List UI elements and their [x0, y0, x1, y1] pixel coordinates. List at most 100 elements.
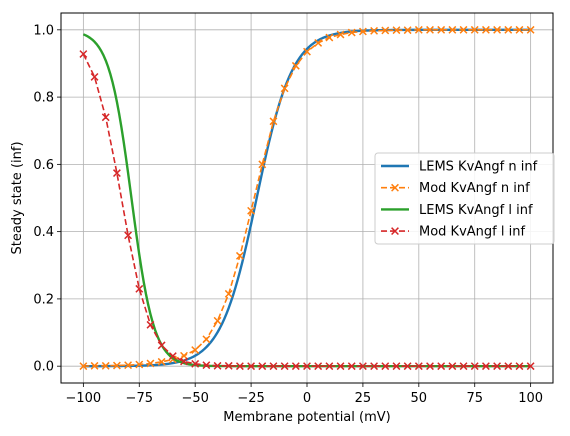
series-point — [414, 25, 423, 34]
series-point — [112, 361, 121, 370]
series-point — [124, 231, 133, 240]
series-point — [90, 361, 99, 370]
series-point — [381, 362, 390, 371]
series-point — [459, 362, 468, 371]
legend-marker — [391, 227, 399, 236]
y-tick-label: 0.2 — [33, 292, 54, 307]
series-point — [370, 26, 379, 35]
series-point — [426, 362, 434, 371]
series-point — [157, 357, 166, 366]
x-tick-label: −100 — [66, 391, 102, 406]
series-mod-kvangf-l-inf — [79, 50, 535, 371]
x-tick-label: 75 — [466, 391, 483, 406]
series-point — [448, 25, 457, 34]
series-point — [515, 25, 524, 34]
x-tick-label: −50 — [181, 391, 208, 406]
x-tick-label: 25 — [355, 391, 372, 406]
series-point — [202, 361, 211, 370]
series-point — [124, 361, 133, 370]
series-point — [526, 362, 535, 371]
y-axis-label: Steady state (inf) — [10, 141, 25, 254]
legend-entry-label: Mod KvAngf l inf — [419, 225, 525, 240]
series-point — [213, 316, 222, 325]
series-point — [437, 25, 446, 34]
x-tick-label: 50 — [411, 391, 428, 406]
series-point — [90, 72, 99, 81]
series-point — [392, 26, 401, 35]
series-point — [325, 33, 334, 42]
legend: LEMS KvAngf n inf Mod KvAngf n inf LEMS Kv… — [374, 152, 555, 245]
series-point — [135, 360, 144, 369]
series-point — [381, 26, 390, 35]
series-point — [135, 284, 144, 293]
series-point — [392, 362, 401, 371]
series-point — [213, 361, 222, 370]
series-point — [493, 25, 502, 34]
series-point — [325, 362, 334, 371]
series-point — [403, 26, 412, 35]
legend-entry-label: Mod KvAngf n inf — [419, 181, 530, 196]
series-point — [504, 362, 513, 371]
series-point — [504, 25, 513, 34]
series-point — [280, 84, 289, 93]
series-point — [258, 362, 267, 371]
series-point — [101, 113, 110, 122]
series-point — [79, 50, 88, 58]
series-layer — [79, 25, 535, 371]
series-point — [403, 362, 412, 371]
series-point — [202, 335, 211, 344]
series-point — [224, 289, 233, 298]
series-point — [493, 362, 502, 371]
series-point — [314, 362, 323, 371]
series-point — [247, 362, 256, 371]
series-point — [280, 362, 289, 371]
series-point — [314, 39, 323, 47]
series-point — [235, 362, 244, 371]
series-point — [101, 361, 110, 370]
series-point — [448, 362, 457, 371]
series-point — [358, 27, 367, 36]
series-point — [235, 251, 244, 260]
series-point — [481, 362, 490, 371]
legend-marker — [391, 183, 399, 192]
series-point — [459, 25, 468, 34]
y-tick-label: 0.4 — [33, 225, 54, 240]
y-tick-label: 1.0 — [33, 23, 54, 38]
series-point — [224, 361, 233, 370]
series-point — [291, 61, 300, 70]
series-point — [358, 362, 367, 371]
legend-box — [374, 152, 555, 245]
x-axis-label: Membrane potential (mV) — [223, 410, 390, 425]
series-point — [291, 362, 300, 371]
series-point — [180, 357, 188, 366]
x-tick-label: −25 — [237, 391, 264, 406]
series-point — [157, 341, 166, 350]
y-tick-label: 0.0 — [33, 360, 54, 375]
series-point — [515, 362, 524, 371]
series-point — [146, 320, 155, 329]
series-point — [470, 25, 479, 34]
series-point — [426, 25, 434, 34]
series-point — [370, 362, 379, 371]
series-point — [347, 362, 356, 371]
series-point — [336, 362, 345, 371]
series-point — [347, 28, 356, 37]
x-tick-label: 0 — [303, 391, 311, 406]
series-point — [168, 352, 177, 361]
series-point — [269, 117, 278, 126]
series-point — [269, 362, 278, 371]
series-point — [180, 351, 188, 360]
series-point — [146, 359, 155, 368]
y-tick-label: 0.8 — [33, 91, 54, 106]
series-point — [191, 359, 200, 368]
series-point — [336, 30, 345, 39]
series-point — [191, 346, 200, 354]
series-point — [79, 362, 88, 371]
series-point — [526, 25, 535, 34]
series-point — [414, 362, 423, 371]
series-point — [112, 169, 121, 178]
series-point — [481, 25, 490, 34]
x-tick-label: −75 — [126, 391, 153, 406]
legend-entry-label: LEMS KvAngf n inf — [419, 160, 538, 175]
